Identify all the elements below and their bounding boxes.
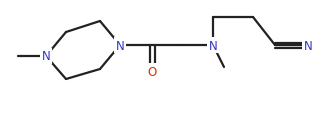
Text: N: N: [209, 39, 217, 52]
Text: O: O: [148, 65, 157, 78]
Text: N: N: [42, 50, 50, 63]
Text: N: N: [304, 39, 313, 52]
Text: N: N: [115, 39, 124, 52]
